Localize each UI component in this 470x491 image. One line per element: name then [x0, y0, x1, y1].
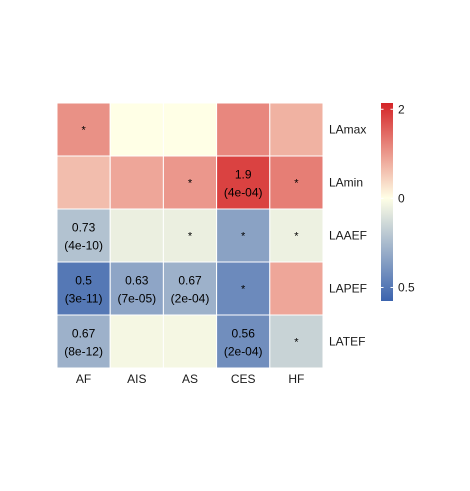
- cell-value-label: 0.67: [178, 274, 202, 288]
- heatmap-cell-LAmin-AS: [162, 155, 218, 210]
- heatmap-cell-LATEF-AF: [56, 314, 111, 369]
- y-tick-label-LAmax: LAmax: [329, 123, 366, 137]
- cell-significance-star: *: [294, 337, 299, 349]
- heatmap-cell-LAmax-AS: [162, 102, 218, 157]
- x-tick-label-AF: AF: [76, 372, 91, 386]
- cell-significance-star: *: [241, 231, 246, 243]
- x-axis-tick-labels: AF AIS AS CES HF: [76, 372, 304, 386]
- heatmap-cell-LAmax-AIS: [109, 102, 164, 157]
- heatmap-cell-LAmax-AF: [56, 102, 111, 157]
- heatmap-cell-LATEF-HF: [269, 314, 324, 369]
- cell-pvalue-label: (7e-05): [117, 292, 156, 306]
- y-axis-tick-labels: LAmax LAmin LAAEF LAPEF LATEF: [329, 123, 367, 349]
- color-legend: 0.5 0 2: [381, 102, 415, 301]
- y-tick-label-LAAEF: LAAEF: [329, 229, 367, 243]
- cell-pvalue-label: (3e-11): [65, 292, 103, 306]
- heatmap-cell-LAmin-HF: [269, 155, 324, 210]
- heatmap-cell-LATEF-AS: [162, 314, 218, 369]
- cell-significance-star: *: [294, 231, 299, 243]
- heatmap-cell-LAmax-CES: [216, 102, 271, 157]
- x-tick-label-CES: CES: [231, 372, 256, 386]
- x-tick-label-AIS: AIS: [127, 372, 146, 386]
- heatmap-cells: [56, 102, 324, 369]
- cell-pvalue-label: (2e-04): [224, 345, 263, 359]
- heatmap-cell-labels: * * 1.9 (4e-04) * 0.73 (4e-10) * * * 0.5 (3e-11) 0.6…: [64, 125, 299, 359]
- y-tick-label-LAmin: LAmin: [329, 176, 363, 190]
- cell-value-label: 1.9: [235, 168, 252, 182]
- heatmap-cell-LAAEF-AF: [56, 208, 111, 263]
- cell-value-label: 0.56: [232, 327, 256, 341]
- y-tick-label-LAPEF: LAPEF: [329, 282, 367, 296]
- heatmap-cell-LAPEF-AIS: [109, 261, 164, 316]
- y-tick-label-LATEF: LATEF: [329, 335, 365, 349]
- cell-significance-star: *: [81, 125, 86, 137]
- heatmap-cell-LAmax-HF: [269, 102, 324, 157]
- legend-tick-label: 0.5: [398, 280, 415, 294]
- cell-value-label: 0.5: [75, 274, 92, 288]
- heatmap-cell-LATEF-CES: [216, 314, 271, 369]
- heatmap-cell-LAPEF-AS: [162, 261, 218, 316]
- x-tick-label-HF: HF: [288, 372, 304, 386]
- heatmap-cell-LAPEF-AF: [56, 261, 111, 316]
- cell-pvalue-label: (4e-04): [224, 186, 263, 200]
- heatmap-cell-LATEF-AIS: [109, 314, 164, 369]
- cell-significance-star: *: [294, 178, 299, 190]
- color-legend-bar: [381, 103, 393, 301]
- cell-pvalue-label: (8e-12): [64, 345, 103, 359]
- heatmap-cell-LAPEF-HF: [269, 261, 324, 316]
- x-tick-label-AS: AS: [182, 372, 198, 386]
- cell-value-label: 0.63: [125, 274, 149, 288]
- heatmap-cell-LAmin-AIS: [109, 155, 164, 210]
- cell-pvalue-label: (2e-04): [171, 292, 210, 306]
- heatmap-cell-LAAEF-AIS: [109, 208, 164, 263]
- cell-value-label: 0.67: [72, 327, 96, 341]
- legend-tick-label: 2: [398, 102, 405, 116]
- cell-value-label: 0.73: [72, 221, 96, 235]
- heatmap-cell-LAPEF-CES: [216, 261, 271, 316]
- heatmap-cell-LAAEF-CES: [216, 208, 271, 263]
- cell-significance-star: *: [188, 178, 193, 190]
- heatmap-cell-LAmin-AF: [56, 155, 111, 210]
- cell-significance-star: *: [241, 284, 246, 296]
- cell-significance-star: *: [188, 231, 193, 243]
- heatmap-cell-LAmin-CES: [216, 155, 271, 210]
- cell-pvalue-label: (4e-10): [64, 239, 103, 253]
- legend-tick-label: 0: [398, 191, 405, 205]
